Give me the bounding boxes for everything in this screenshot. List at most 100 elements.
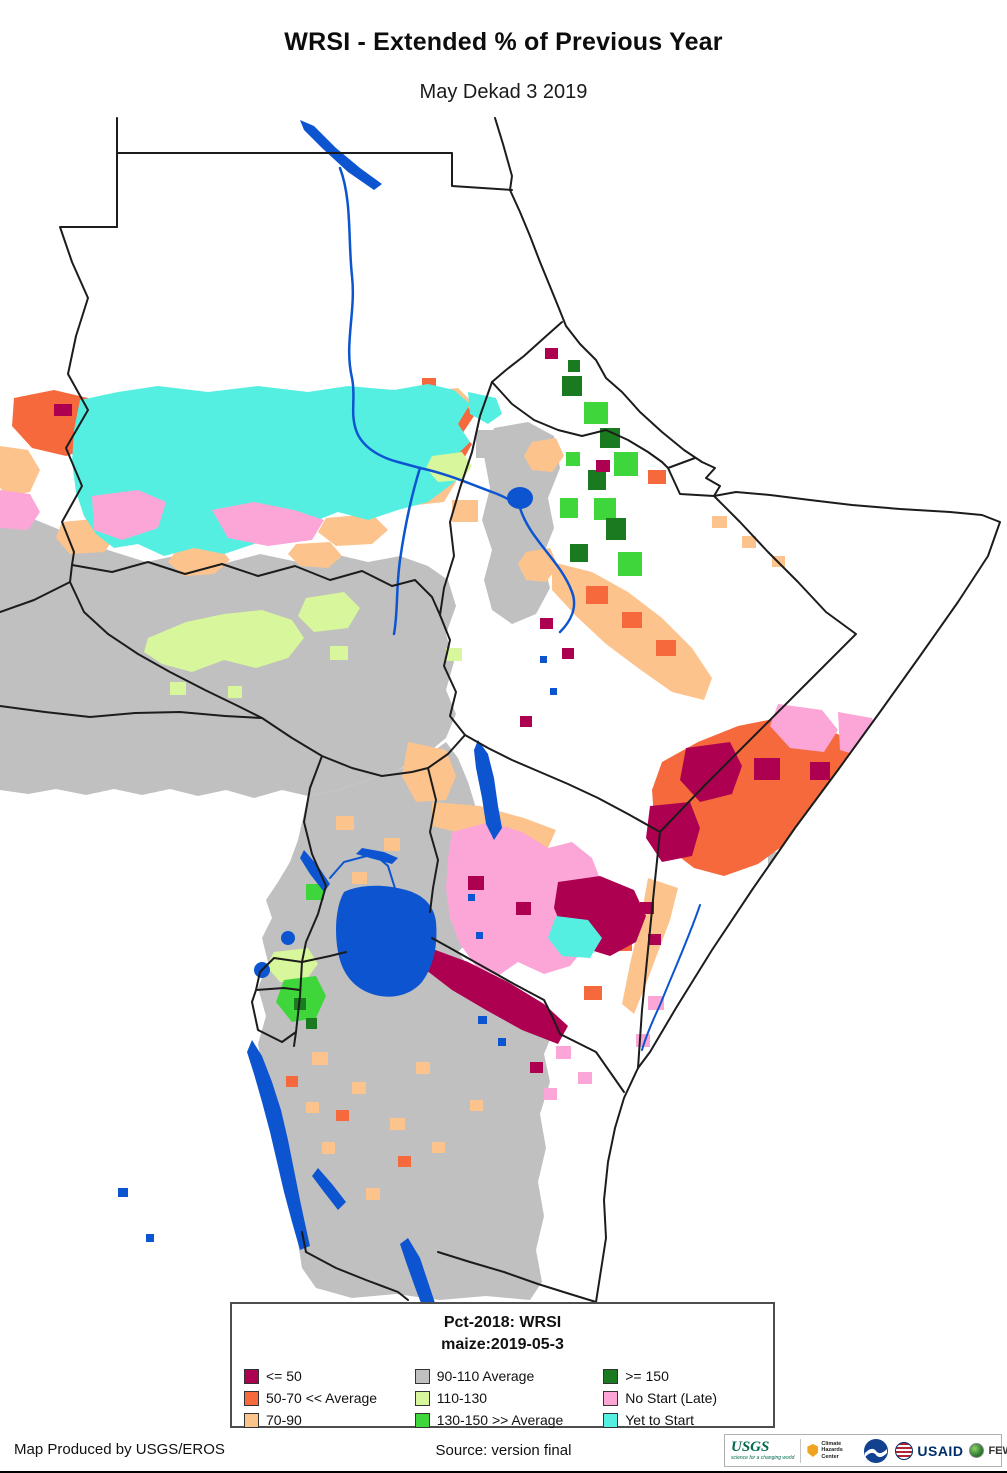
raster-avg-sudan-east-spot bbox=[476, 430, 506, 458]
legend-item-110-130: 110-130 bbox=[414, 1387, 604, 1409]
legend-item-50-70: 50-70 << Average bbox=[244, 1387, 415, 1409]
legend-swatch-ge150 bbox=[603, 1368, 619, 1384]
border-tanzania-drc bbox=[293, 1031, 307, 1253]
chc-shield-icon bbox=[807, 1444, 819, 1457]
noaa-logo bbox=[863, 1438, 889, 1464]
lake-rukwa bbox=[312, 1168, 346, 1210]
lake-tana bbox=[507, 487, 533, 509]
legend-swatch-no-start bbox=[603, 1390, 619, 1406]
legend-column-2: 90-110 Average 110-130 130-150 >> Averag… bbox=[414, 1365, 604, 1431]
legend-swatch-le50 bbox=[244, 1368, 259, 1384]
raster-yet-to-start-tail bbox=[468, 392, 502, 424]
fews-wordmark: FEWS NET bbox=[988, 1444, 1007, 1457]
legend-column-3: >= 150 No Start (Late) Yet to Start bbox=[603, 1365, 767, 1431]
raster-50-70-tanzania-spots bbox=[286, 1076, 411, 1167]
usaid-emblem-icon bbox=[895, 1441, 914, 1460]
legend-label-130-150: 130-150 >> Average bbox=[436, 1412, 564, 1429]
border-car-drc bbox=[0, 705, 263, 719]
coastline bbox=[494, 117, 1001, 1303]
legend-label-110-130: 110-130 bbox=[436, 1390, 488, 1407]
map-subtitle: May Dekad 3 2019 bbox=[419, 81, 588, 103]
legend-item-70-90: 70-90 bbox=[244, 1409, 415, 1431]
usaid-wordmark: USAID bbox=[917, 1442, 964, 1459]
raster-yet-to-start-band bbox=[72, 384, 470, 556]
lake-turkana bbox=[474, 740, 502, 840]
raster-ge150-ethiopia-column bbox=[562, 360, 626, 562]
border-chad-sudan bbox=[59, 226, 118, 583]
usgs-wordmark: USGS bbox=[731, 1439, 770, 1455]
legend-item-130-150: 130-150 >> Average bbox=[414, 1409, 604, 1431]
raster-no-start-south-spots bbox=[544, 996, 664, 1100]
chc-label: Climate Hazards Center bbox=[821, 1441, 843, 1460]
raster-le50-kenya-coast bbox=[426, 948, 568, 1044]
noaa-seagull-icon bbox=[864, 1438, 889, 1463]
legend-swatch-130-150 bbox=[414, 1412, 430, 1428]
border-kenya-tanzania bbox=[449, 947, 625, 1093]
logo-divider bbox=[800, 1438, 802, 1463]
raster-70-90-kenya-north bbox=[402, 742, 556, 848]
legend-swatch-110-130 bbox=[414, 1390, 430, 1406]
usaid-logo: USAID bbox=[895, 1441, 964, 1460]
raster-110-130-spots bbox=[170, 452, 472, 698]
legend-title: Pct-2018: WRSI maize:2019-05-3 bbox=[232, 1312, 773, 1355]
raster-70-90-tanzania-spots bbox=[306, 1052, 483, 1200]
border-djibouti bbox=[661, 457, 715, 497]
lake-malawi bbox=[400, 1238, 438, 1316]
river-juba bbox=[641, 904, 701, 1051]
border-uganda-tanzania bbox=[301, 937, 451, 963]
legend-item-yet-to-start: Yet to Start bbox=[603, 1409, 767, 1431]
border-drc-south-sudan bbox=[261, 717, 466, 777]
logo-strip: USGS science for a changing world Climat… bbox=[724, 1434, 1007, 1467]
border-uganda-kenya bbox=[427, 767, 439, 913]
border-sudan-ethiopia bbox=[439, 381, 493, 616]
legend-item-le50: <= 50 bbox=[244, 1365, 415, 1387]
raster-le50-somalia bbox=[646, 742, 862, 862]
map-header: WRSI - Extended % of Previous Year May D… bbox=[0, 0, 1007, 104]
border-kenya-somalia bbox=[637, 831, 661, 1069]
border-rwanda-burundi bbox=[251, 957, 303, 1043]
legend-grid: <= 50 50-70 << Average 70-90 90-110 Aver… bbox=[232, 1355, 773, 1431]
legend-item-ge150: >= 150 bbox=[603, 1365, 767, 1387]
lake-edward bbox=[281, 931, 295, 945]
lake-victoria bbox=[336, 885, 437, 997]
source-text: Source: version final bbox=[435, 1442, 572, 1459]
border-layer bbox=[0, 117, 1001, 1303]
fews-globe-icon bbox=[969, 1443, 985, 1458]
border-ethiopia-south-sudan bbox=[439, 614, 466, 736]
border-car-south-sudan bbox=[69, 581, 263, 719]
border-chad-car bbox=[0, 581, 71, 613]
raster-110-130-uganda-west bbox=[266, 948, 318, 982]
legend-column-1: <= 50 50-70 << Average 70-90 bbox=[244, 1365, 415, 1431]
raster-110-130-south-sudan bbox=[144, 592, 360, 672]
raster-50-70-ethiopia-se-spots bbox=[586, 586, 676, 656]
legend-swatch-50-70 bbox=[244, 1390, 259, 1406]
raster-130-150-uganda-spot bbox=[306, 884, 324, 900]
legend-swatch-90-110 bbox=[414, 1368, 430, 1384]
legend-label-le50: <= 50 bbox=[266, 1368, 302, 1385]
water-layer bbox=[118, 120, 701, 1316]
border-sudan-eritrea bbox=[491, 321, 563, 383]
river-nile bbox=[338, 166, 422, 470]
credit-text: Map Produced by USGS/EROS bbox=[14, 1441, 225, 1458]
legend-title-line1: Pct-2018: WRSI bbox=[443, 1314, 562, 1331]
raster-70-90-sudan-belt bbox=[56, 514, 388, 576]
lake-nasser bbox=[300, 120, 382, 190]
river-white-nile bbox=[392, 466, 422, 636]
legend-label-yet-to-start: Yet to Start bbox=[625, 1412, 694, 1429]
legend-label-70-90: 70-90 bbox=[266, 1412, 302, 1429]
border-egypt-sudan bbox=[116, 152, 513, 191]
map-footer: Map Produced by USGS/EROS Source: versio… bbox=[0, 1432, 1007, 1471]
raster-layer bbox=[0, 348, 880, 1300]
raster-70-90-ethiopia-southeast bbox=[552, 562, 712, 700]
border-eritrea-ethiopia bbox=[491, 381, 663, 463]
legend-item-90-110: 90-110 Average bbox=[414, 1365, 604, 1387]
border-ethiopia-somalia bbox=[659, 495, 857, 833]
map-title: WRSI - Extended % of Previous Year bbox=[284, 28, 723, 56]
raster-no-start-sudan bbox=[0, 490, 324, 546]
raster-yet-to-start-kenya bbox=[548, 916, 602, 958]
map-legend: Pct-2018: WRSI maize:2019-05-3 <= 50 50-… bbox=[230, 1302, 775, 1428]
raster-70-90-somalia-coast bbox=[622, 878, 678, 1014]
legend-label-50-70: 50-70 << Average bbox=[266, 1390, 378, 1407]
